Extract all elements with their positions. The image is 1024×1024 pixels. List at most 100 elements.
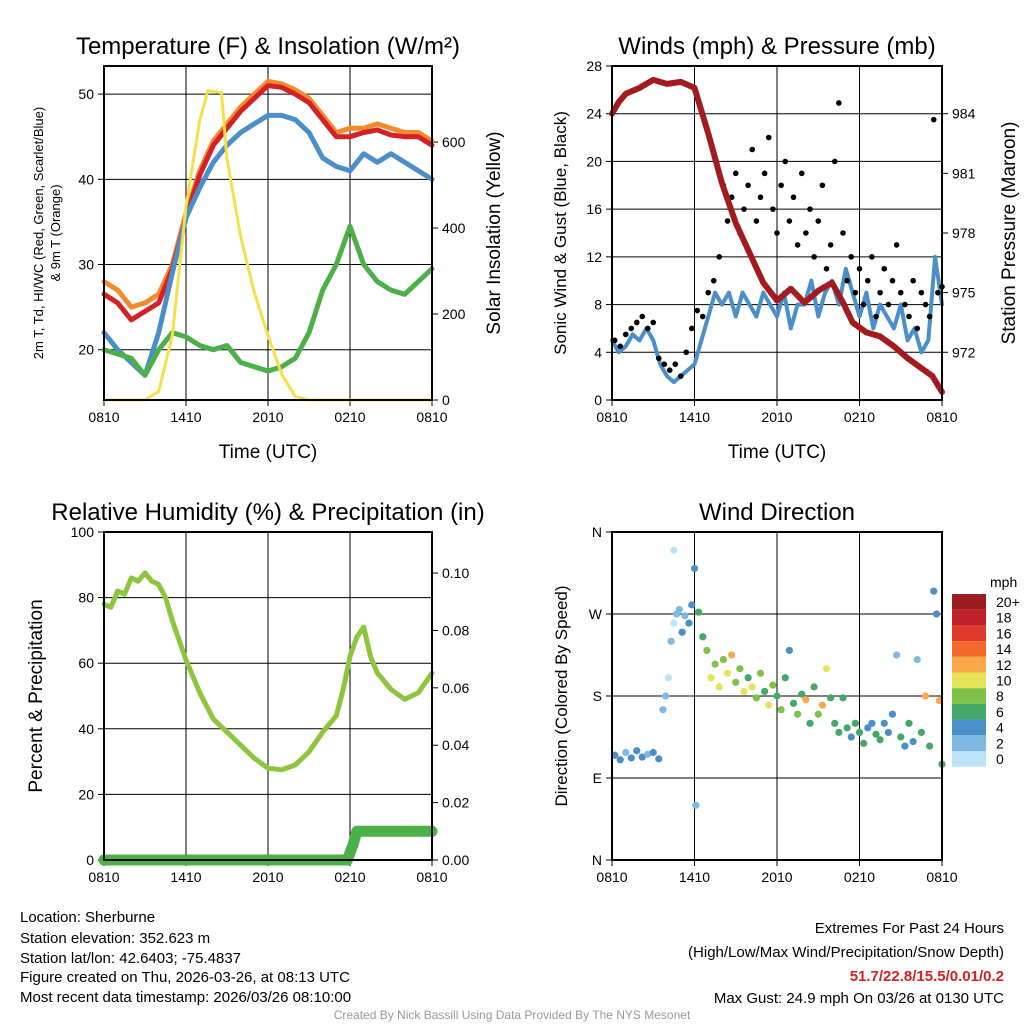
direction-point [740,687,748,696]
gust-point [786,218,793,224]
direction-point [864,724,872,732]
colorbar-swatch [952,751,986,767]
gust-point [617,343,624,350]
y-tick-label: 100 [71,524,95,540]
x-tick-label: 0210 [844,409,875,425]
y-tick-label: 0.00 [442,852,469,868]
colorbar-swatch [952,688,986,704]
plot-frame [611,531,943,861]
chart-title: Relative Humidity (%) & Precipitation (i… [51,499,484,526]
direction-point [761,687,769,696]
series-td [101,223,435,378]
direction-point [843,724,851,732]
direction-point [695,608,703,616]
gust-point [864,277,871,284]
direction-point [649,748,657,757]
direction-point [744,674,752,682]
direction-point [860,739,868,747]
y-tick-label: S [593,688,602,704]
direction-point [670,546,678,554]
colorbar-swatch [952,735,986,751]
extremes-title: Extremes For Past 24 Hours [815,920,1004,937]
direction-point [773,692,781,700]
direction-point [926,742,934,750]
colorbar-label: 4 [996,720,1004,736]
direction-point [777,706,785,714]
extremes-values: 51.7/22.8/15.5/0.01/0.2 [850,968,1004,985]
direction-point [794,710,802,718]
direction-point [897,733,905,741]
gust-point [798,170,805,177]
gust-point [672,361,679,368]
direction-point [622,748,630,757]
gust-point [639,313,646,320]
series-hiwc [101,112,435,378]
gust-point [710,277,717,284]
gust-point [902,301,908,308]
gust-point [831,158,838,165]
gust-point [823,265,830,272]
gust-point [716,254,723,260]
colorbar-label: 8 [996,688,1004,704]
y-axis-label-line2: & 9m T (Orange) [48,184,63,281]
y-tick-label: 0 [594,392,602,408]
y-tick-label: 50 [78,86,94,102]
colorbar-label: 2 [996,735,1004,751]
gust-point [935,289,941,296]
gust-point [633,319,640,326]
x-tick-label: 1410 [679,409,710,425]
direction-point [690,564,699,573]
y-tick-label: 0.02 [442,795,469,811]
gust-point [790,194,797,201]
direction-point [644,750,652,758]
direction-point [884,728,892,737]
y-tick-label: 4 [594,344,602,360]
colorbar-label: 10 [996,673,1012,689]
gust-point [749,146,756,153]
y-tick-label: 975 [952,285,976,301]
colorbar-swatch [952,656,986,673]
direction-point [616,756,624,764]
gust-point [877,289,883,296]
plot-frame [103,531,433,861]
y-axis-label: Sonic Wind & Gust (Blue, Black) [551,111,570,355]
direction-point [667,637,675,645]
gust-point [803,230,809,236]
station-info: Location: Sherburne Station elevation: 3… [20,909,351,1006]
gust-point [611,337,618,344]
direction-point [719,655,727,664]
temperature-panel: Temperature (F) & Insolation (W/m²) 0810 1… [31,33,505,463]
direction-point [930,587,938,595]
location: Location: Sherburne [20,909,155,926]
x-tick-label: 0810 [416,869,447,885]
y-tick-label: 972 [952,344,976,360]
y-tick-label: 0.04 [442,737,469,753]
colorbar-label: 16 [996,625,1012,641]
direction-point [822,665,831,673]
y-tick-label: 0 [86,852,94,868]
x-tick-label: 2010 [761,409,792,425]
y-tick-label: N [592,852,602,868]
direction-point [876,736,884,744]
y-tick-label: 40 [78,721,94,737]
direction-point [905,719,913,727]
y-tick-label: 0.06 [442,680,469,696]
y-tick-label: 0 [442,392,450,408]
gust-point [918,289,925,296]
y-tick-label: 981 [952,165,976,181]
gust-point [724,218,731,224]
direction-point [901,742,909,750]
gust-point [753,218,760,224]
winds-panel: Winds (mph) & Pressure (mb) 0810 1410 2010 0… [551,33,1020,463]
gust-point [741,206,747,212]
direction-point [785,646,793,655]
x-tick-label: 2010 [252,409,283,425]
elevation: Station elevation: 352.623 m [20,930,210,947]
x-tick-label: 2010 [761,869,792,885]
colorbar-swatch [952,672,986,689]
gust-point [914,325,921,332]
direction-point [909,737,917,746]
direction-point [703,646,711,655]
